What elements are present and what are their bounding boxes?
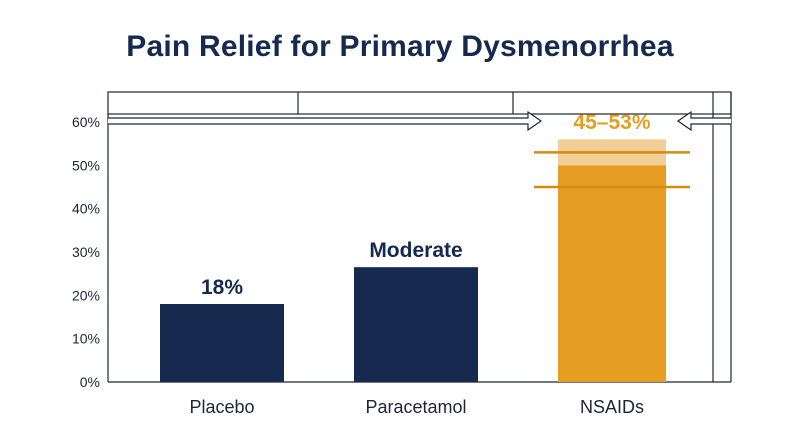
y-tick-label: 30% — [72, 244, 100, 260]
bar-paracetamol — [354, 267, 478, 382]
y-tick-label: 50% — [72, 157, 100, 173]
bar-placebo — [160, 304, 284, 382]
arrow-left-icon — [676, 110, 731, 132]
x-category-label: Placebo — [189, 397, 254, 417]
x-category-label: Paracetamol — [365, 397, 466, 417]
data-label: 45–53% — [573, 111, 650, 134]
data-label: 18% — [201, 276, 243, 299]
y-tick-label: 60% — [72, 114, 100, 130]
y-tick-label: 40% — [72, 201, 100, 217]
data-label: Moderate — [369, 239, 462, 262]
y-tick-label: 0% — [80, 374, 100, 390]
arrow-right-icon — [108, 110, 543, 132]
chart-title: Pain Relief for Primary Dysmenorrhea — [126, 30, 674, 63]
bar-nsaids — [558, 165, 666, 382]
y-tick-label: 20% — [72, 287, 100, 303]
x-category-label: NSAIDs — [580, 397, 644, 417]
y-tick-label: 10% — [72, 331, 100, 347]
